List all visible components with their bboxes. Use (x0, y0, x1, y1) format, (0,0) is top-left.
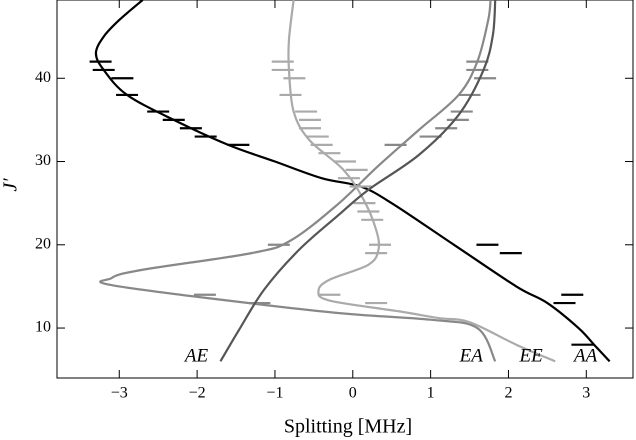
x-tick-label: 0 (349, 385, 357, 402)
y-tick-label: 40 (35, 69, 51, 86)
x-tick-label: −1 (266, 385, 283, 402)
plot-area (89, 0, 611, 363)
x-axis-label: Splitting [MHz] (284, 416, 412, 438)
series-label: AE (183, 346, 209, 367)
y-axis-label: J′ (0, 178, 22, 192)
series-line (287, 0, 556, 363)
x-tick-label: 1 (427, 385, 435, 402)
series-label: EE (519, 346, 544, 367)
series-label: AA (572, 346, 598, 367)
series-line (94, 0, 611, 363)
y-tick-label: 30 (35, 152, 51, 169)
plot-frame (56, 0, 634, 379)
series-line (219, 0, 497, 362)
x-tick-label: 3 (582, 385, 590, 402)
y-tick-label: 10 (35, 319, 51, 336)
x-tick-label: −3 (111, 385, 128, 402)
series-label: EA (459, 346, 484, 367)
x-tick-label: −2 (189, 385, 206, 402)
x-tick-label: 2 (504, 385, 512, 402)
series-line (99, 0, 497, 362)
y-tick-label: 20 (35, 235, 51, 252)
